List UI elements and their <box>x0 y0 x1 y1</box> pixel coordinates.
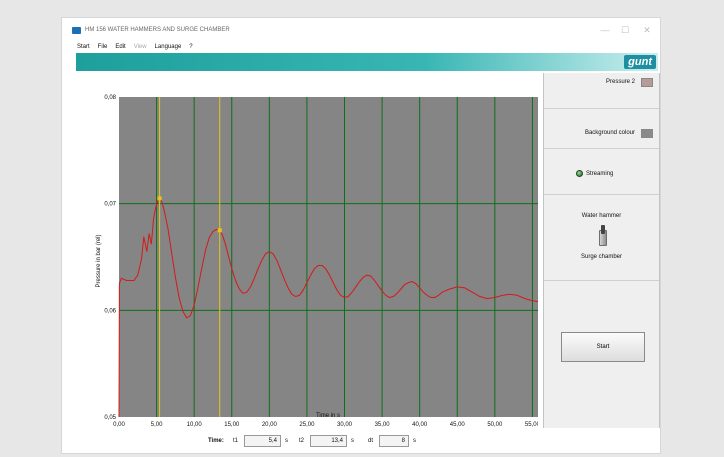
x-tick-label: 0,00 <box>113 422 125 428</box>
x-tick-label: 55,00 <box>525 422 538 428</box>
pressure-section: Pressure 2 <box>544 73 659 109</box>
menu-bar: Start File Edit View Language ? <box>62 42 660 52</box>
control-panel: Pressure 2 Background colour Streaming W… <box>543 73 660 428</box>
y-tick-label: 0,05 <box>104 415 116 421</box>
dt-unit: s <box>413 438 416 444</box>
t2-unit: s <box>351 438 354 444</box>
x-tick-label: 40,00 <box>412 422 428 428</box>
time-label: Time: <box>208 438 224 444</box>
dt-field: 8 <box>379 435 409 447</box>
x-tick-label: 15,00 <box>224 422 240 428</box>
trace-layer <box>118 197 538 418</box>
menu-language[interactable]: Language <box>154 44 182 50</box>
t2-label: t2 <box>299 438 305 444</box>
plot-background <box>119 97 538 417</box>
t1-label: t1 <box>233 438 239 444</box>
header-banner: gunt <box>76 53 658 71</box>
minimize-button[interactable]: — <box>600 25 610 35</box>
title-bar: HM 156 WATER HAMMERS AND SURGE CHAMBER —… <box>62 18 660 40</box>
time-bar: Time: t1 5,4 s t2 13,4 s dt 8 s <box>62 428 660 454</box>
pressure-2-color-swatch[interactable] <box>641 78 653 87</box>
x-axis-label: Time in s <box>316 413 340 419</box>
tick-labels: 0,00 5,00 10,00 15,00 20,00 25,00 30,00 35,00 40… <box>104 95 538 428</box>
dt-label: dt <box>368 438 374 444</box>
y-tick-label: 0,07 <box>104 202 116 208</box>
x-tick-label: 50,00 <box>487 422 503 428</box>
menu-edit[interactable]: Edit <box>115 44 126 50</box>
toggle-lever-icon <box>601 225 605 234</box>
x-tick-label: 35,00 <box>375 422 391 428</box>
menu-view[interactable]: View <box>133 44 147 50</box>
cursor-marker-t1 <box>157 196 162 201</box>
gunt-logo: gunt <box>624 55 656 69</box>
streaming-led-icon <box>576 170 583 177</box>
water-hammer-label: Water hammer <box>581 213 622 219</box>
maximize-button[interactable]: ☐ <box>620 25 630 35</box>
menu-file[interactable]: File <box>97 44 108 50</box>
start-button[interactable]: Start <box>561 332 645 362</box>
app-window: HM 156 WATER HAMMERS AND SURGE CHAMBER —… <box>61 17 661 454</box>
cursor-layer <box>157 97 222 417</box>
app-icon <box>72 27 81 34</box>
y-axis-label: Pressure in bar (rel) <box>96 234 102 287</box>
y-tick-label: 0,08 <box>104 95 116 101</box>
chart-svg: 0,00 5,00 10,00 15,00 20,00 25,00 30,00 35,00 40… <box>96 95 538 428</box>
pressure-2-label: Pressure 2 <box>605 79 635 85</box>
background-section: Background colour <box>544 109 659 149</box>
t1-field: 5,4 <box>244 435 281 447</box>
x-tick-label: 5,00 <box>151 422 163 428</box>
pressure-trace-line <box>118 197 538 418</box>
surge-chamber-label: Surge chamber <box>580 254 623 260</box>
x-tick-label: 30,00 <box>337 422 353 428</box>
streaming-section: Streaming <box>544 149 659 195</box>
x-tick-label: 10,00 <box>187 422 203 428</box>
cursor-marker-t2 <box>217 228 222 233</box>
menu-help[interactable]: ? <box>189 44 193 50</box>
x-tick-label: 25,00 <box>299 422 315 428</box>
y-tick-label: 0,06 <box>104 308 116 314</box>
streaming-label: Streaming <box>586 171 614 177</box>
x-tick-label: 20,00 <box>262 422 278 428</box>
t1-unit: s <box>285 438 288 444</box>
close-button[interactable]: ✕ <box>643 25 651 35</box>
chart-grid <box>119 97 538 417</box>
t2-field: 13,4 <box>310 435 347 447</box>
background-colour-label: Background colour <box>584 130 635 136</box>
background-colour-swatch[interactable] <box>641 129 653 138</box>
mode-section: Water hammer Surge chamber <box>544 195 659 281</box>
menu-start[interactable]: Start <box>77 44 90 50</box>
window-title: HM 156 WATER HAMMERS AND SURGE CHAMBER <box>85 27 230 33</box>
x-tick-label: 45,00 <box>450 422 466 428</box>
pressure-chart: 0,00 5,00 10,00 15,00 20,00 25,00 30,00 35,00 40… <box>76 73 538 428</box>
